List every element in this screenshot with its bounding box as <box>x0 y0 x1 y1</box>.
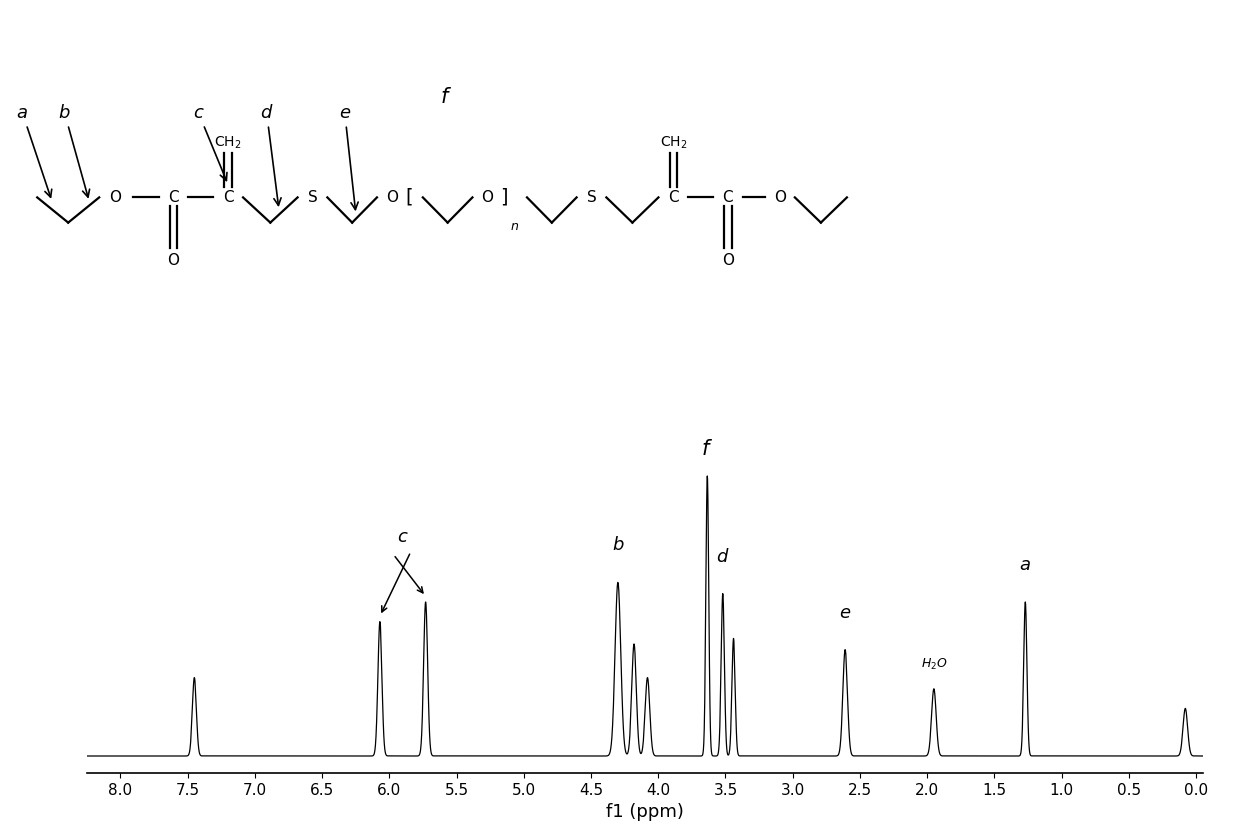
Text: CH$_2$: CH$_2$ <box>215 134 242 151</box>
Text: $\it{f}$: $\it{f}$ <box>702 439 713 459</box>
Text: S: S <box>587 190 596 205</box>
Text: $\mathit{H_2O}$: $\mathit{H_2O}$ <box>920 657 947 672</box>
Text: O: O <box>167 253 180 268</box>
Text: $\it{f}$: $\it{f}$ <box>440 87 453 107</box>
Text: $\it{d}$: $\it{d}$ <box>260 103 281 206</box>
Text: $\it{a}$: $\it{a}$ <box>16 103 52 197</box>
X-axis label: f1 (ppm): f1 (ppm) <box>606 803 683 821</box>
Text: $\it{c}$: $\it{c}$ <box>397 528 409 546</box>
Text: O: O <box>481 190 494 205</box>
Text: $\it{e}$: $\it{e}$ <box>839 604 852 622</box>
Text: CH$_2$: CH$_2$ <box>660 134 687 151</box>
Text: C: C <box>223 190 233 205</box>
Text: S: S <box>308 190 317 205</box>
Text: $\it{d}$: $\it{d}$ <box>715 548 729 565</box>
Text: ]: ] <box>500 188 507 207</box>
Text: [: [ <box>405 188 413 207</box>
Text: $\it{b}$: $\it{b}$ <box>611 537 624 554</box>
Text: O: O <box>386 190 398 205</box>
Text: O: O <box>722 253 734 268</box>
Text: $\it{b}$: $\it{b}$ <box>58 103 89 197</box>
Text: C: C <box>169 190 179 205</box>
Text: $\it{c}$: $\it{c}$ <box>192 103 227 181</box>
Text: O: O <box>109 190 122 205</box>
Text: $\it{a}$: $\it{a}$ <box>1019 556 1032 574</box>
Text: $\it{e}$: $\it{e}$ <box>339 103 358 210</box>
Text: C: C <box>668 190 678 205</box>
Text: O: O <box>774 190 786 205</box>
Text: C: C <box>723 190 733 205</box>
Text: n: n <box>511 220 518 234</box>
